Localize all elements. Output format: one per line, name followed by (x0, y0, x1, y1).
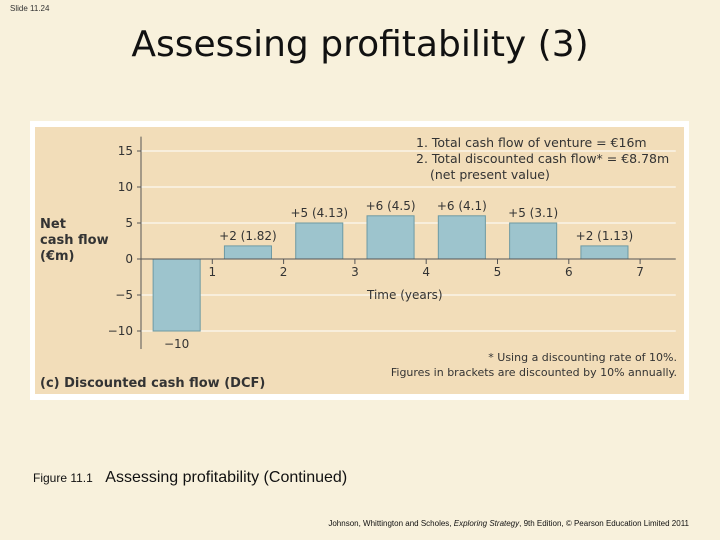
x-axis-label: Time (years) (366, 288, 443, 302)
bar-year-3 (366, 215, 415, 260)
slide-number: Slide 11.24 (10, 4, 50, 13)
annotation-line: 2. Total discounted cash flow* = €8.78m (416, 151, 669, 166)
x-tick-label: 4 (422, 265, 430, 279)
annotation-line: 1. Total cash flow of venture = €16m (416, 135, 647, 150)
x-tick-label: 7 (636, 265, 644, 279)
bar-label-year-0: −10 (164, 337, 189, 351)
y-axis-label: cash flow (40, 233, 109, 248)
annotation-line: (net present value) (430, 167, 550, 182)
x-tick-label: 1 (208, 265, 216, 279)
axes (137, 136, 676, 349)
figure-number: Figure 11.1 (33, 471, 93, 485)
footnote-line: Figures in brackets are discounted by 10… (391, 366, 677, 379)
y-tick-label: −10 (108, 324, 133, 338)
x-tick-label: 6 (565, 265, 573, 279)
bar-year-0 (152, 258, 201, 332)
figure-caption-text: Assessing profitability (Continued) (105, 469, 348, 486)
y-axis-label: (€m) (40, 249, 74, 264)
x-tick-label: 3 (351, 265, 359, 279)
chart-panel-background (35, 127, 684, 394)
bar-year-1 (223, 245, 272, 260)
y-tick-label: 10 (118, 180, 133, 194)
figure-box: −10 +2 (1.82) +5 (4.13) +6 (4.5) +6 (4.1) +5 … (30, 121, 689, 400)
y-tick-label: −5 (115, 288, 133, 302)
bars (152, 215, 629, 332)
figure-caption: Figure 11.1 Assessing profitability (Con… (33, 469, 347, 487)
footer-edition: , 9th Edition, © Pearson Education Limit… (519, 519, 689, 528)
footnote-line: * Using a discounting rate of 10%. (488, 351, 677, 364)
footer-book-title: Exploring Strategy (453, 519, 520, 528)
footer-authors: Johnson, Whittington and Scholes, (328, 519, 452, 528)
x-tick-label: 5 (494, 265, 502, 279)
dcf-chart: −10 +2 (1.82) +5 (4.13) +6 (4.5) +6 (4.1) +5 … (35, 127, 684, 394)
y-tick-label: 5 (125, 216, 133, 230)
bar-label-year-2: +5 (4.13) (290, 206, 348, 220)
bar-year-2 (295, 222, 344, 260)
slide-title: Assessing profitability (3) (131, 24, 589, 65)
y-tick-label: 15 (118, 144, 133, 158)
bar-year-4 (437, 215, 486, 260)
bar-label-year-3: +6 (4.5) (366, 199, 416, 213)
bar-year-5 (509, 222, 558, 260)
chart-text: −10 +2 (1.82) +5 (4.13) +6 (4.5) +6 (4.1) +5 … (40, 135, 677, 391)
x-tick-label: 2 (280, 265, 288, 279)
bar-year-6 (580, 245, 629, 260)
y-tick-label: 0 (125, 252, 133, 266)
bar-label-year-1: +2 (1.82) (219, 229, 277, 243)
bar-label-year-5: +5 (3.1) (508, 206, 558, 220)
panel-title: (c) Discounted cash flow (DCF) (40, 376, 265, 391)
bar-label-year-6: +2 (1.13) (576, 229, 634, 243)
footer-credit: Johnson, Whittington and Scholes, Explor… (328, 519, 689, 528)
y-axis-label: Net (40, 217, 66, 232)
bar-label-year-4: +6 (4.1) (437, 199, 487, 213)
